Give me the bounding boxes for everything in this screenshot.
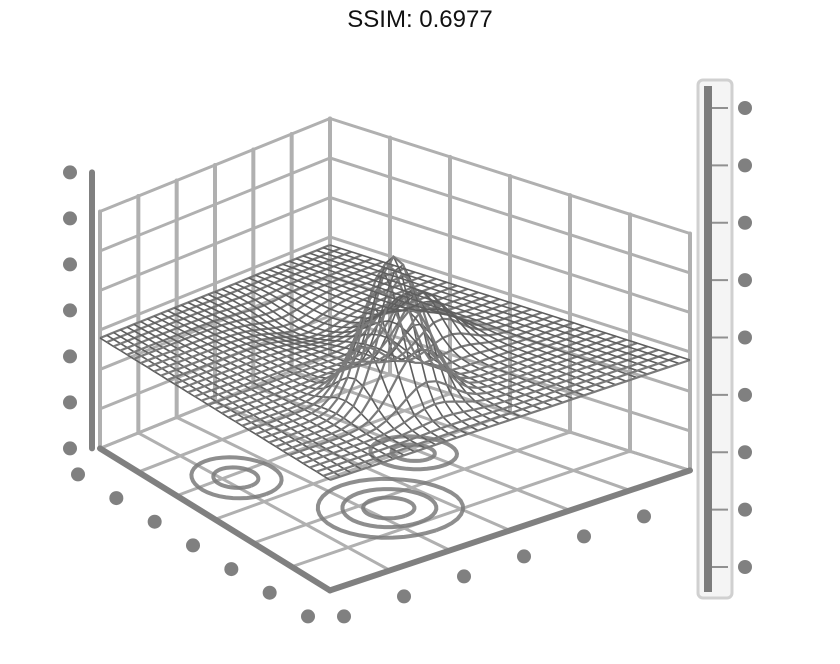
z-tick-mark xyxy=(63,165,77,180)
surface-mesh-line xyxy=(248,318,564,431)
colorbar-tick-label xyxy=(738,330,752,345)
surface-mesh-line xyxy=(282,308,617,452)
z-tick-mark xyxy=(63,441,77,456)
surface-mesh-line xyxy=(309,348,659,469)
y-tick-mark xyxy=(337,609,351,624)
y-tick-mark xyxy=(457,569,471,584)
x-axis-line xyxy=(97,445,333,594)
contour-line xyxy=(315,476,465,540)
x-tick-mark xyxy=(224,562,239,577)
surface-mesh-line xyxy=(322,355,680,477)
wall-horizontal-grid-line xyxy=(98,117,332,213)
surface-mesh-line xyxy=(289,260,627,382)
surface-mesh-line xyxy=(302,255,648,375)
wall-horizontal-grid-line xyxy=(328,156,692,275)
surface-mesh-line xyxy=(221,288,521,418)
wall-horizontal-grid-line xyxy=(328,117,692,235)
surface-mesh-line xyxy=(234,282,543,411)
y-axis-line xyxy=(327,467,693,594)
contour-line xyxy=(389,442,437,463)
x-tick-mark xyxy=(262,585,277,600)
surface-mesh-line xyxy=(275,272,606,448)
surface-mesh-line xyxy=(309,252,659,372)
surface-mesh-line xyxy=(316,352,670,473)
surface-mesh-line xyxy=(234,311,543,423)
surface-mesh-line xyxy=(241,314,553,427)
colorbar-tick-label xyxy=(738,158,752,173)
z-tick-mark xyxy=(63,349,77,364)
colorbar-gradient xyxy=(704,86,712,592)
x-tick-mark xyxy=(147,514,162,529)
colorbar-tick-label xyxy=(738,215,752,230)
surface-mesh-line xyxy=(329,244,691,361)
surface-mesh-line xyxy=(295,342,638,461)
colorbar-tick-label xyxy=(738,273,752,288)
axis-box xyxy=(63,165,711,624)
contour-line xyxy=(368,434,460,472)
colorbar-tick-label xyxy=(738,560,752,574)
z-tick-mark xyxy=(63,257,77,272)
surface-mesh-line xyxy=(289,338,627,456)
surface-mesh-line xyxy=(322,246,680,365)
surface-mesh-line xyxy=(275,266,606,389)
surface-mesh-line xyxy=(316,249,670,368)
contour-line xyxy=(211,465,261,490)
colorbar-tick-label xyxy=(738,101,752,115)
colorbar-tick-label xyxy=(738,387,752,402)
z-tick-mark xyxy=(63,395,77,410)
chart-title: SSIM: 0.6977 xyxy=(347,6,493,33)
contour-line xyxy=(361,495,417,521)
surface-mesh-line xyxy=(295,257,638,379)
contour-line xyxy=(189,455,284,501)
y-tick-mark xyxy=(517,549,531,564)
surface-mesh xyxy=(99,243,691,482)
wall-horizontal-grid-line xyxy=(98,156,332,253)
colorbar-frame xyxy=(696,78,734,600)
y-tick-mark xyxy=(577,529,591,544)
colorbar xyxy=(696,78,752,600)
y-tick-mark xyxy=(637,509,651,524)
x-tick-mark xyxy=(109,491,124,506)
x-tick-mark xyxy=(186,538,200,553)
y-tick-mark xyxy=(397,589,411,604)
surface-mesh-line xyxy=(221,290,521,415)
contour-projection xyxy=(189,434,465,540)
surface-mesh-line xyxy=(329,358,691,482)
contour-line xyxy=(340,487,439,530)
surface-mesh-line xyxy=(302,345,648,465)
x-tick-mark xyxy=(71,467,85,482)
z-tick-mark xyxy=(63,211,77,226)
surface-mesh-line xyxy=(268,255,596,444)
surface-mesh-line xyxy=(262,271,585,397)
x-tick-mark xyxy=(301,609,315,624)
z-tick-mark xyxy=(63,303,77,318)
surface-mesh-line xyxy=(228,285,532,414)
colorbar-tick-label xyxy=(738,445,752,460)
surface-mesh-line xyxy=(228,301,532,419)
colorbar-tick-label xyxy=(738,502,752,517)
